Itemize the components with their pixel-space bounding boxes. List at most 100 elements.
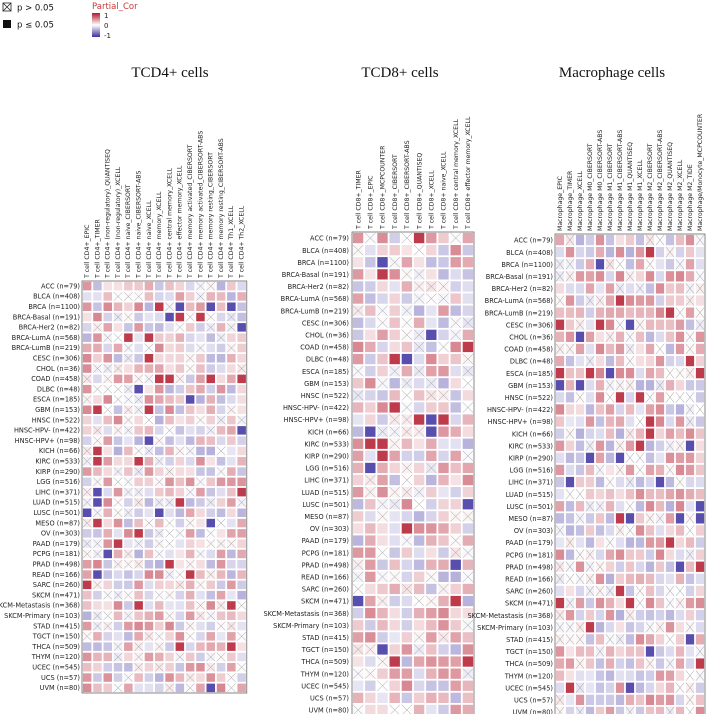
heatmap-cell bbox=[365, 523, 376, 534]
heatmap-cell bbox=[645, 331, 655, 342]
heatmap-cell bbox=[665, 355, 675, 367]
row-label: SKCM-Metastasis (n=368) bbox=[468, 612, 554, 620]
heatmap-cell bbox=[206, 642, 215, 651]
heatmap-cell bbox=[175, 292, 185, 301]
heatmap-cell bbox=[185, 281, 195, 291]
heatmap-cell bbox=[155, 354, 164, 363]
heatmap-cell bbox=[216, 652, 226, 662]
row-label: BRCA-LumA (n=568) bbox=[485, 297, 553, 305]
heatmap-cell bbox=[555, 380, 565, 391]
heatmap-cell bbox=[175, 415, 185, 425]
column-label: T cell CD4+ Th1_XCELL bbox=[228, 205, 235, 279]
row-label: KIRP (n=290) bbox=[509, 455, 553, 463]
heatmap-cell bbox=[615, 319, 625, 331]
heatmap-cell bbox=[82, 487, 92, 497]
heatmap-cell bbox=[665, 634, 675, 645]
heatmap-cell bbox=[144, 302, 154, 311]
column-label: T cell CD8+ naive_XCELL bbox=[441, 151, 448, 230]
heatmap-cell bbox=[695, 537, 705, 548]
heatmap-cell bbox=[401, 632, 413, 643]
heatmap-cell bbox=[635, 331, 645, 342]
heatmap-cell bbox=[124, 457, 133, 466]
column-label: Macrophage_EPIC bbox=[557, 176, 564, 231]
heatmap-cell bbox=[450, 329, 462, 341]
heatmap-cell bbox=[565, 597, 575, 609]
heatmap-cell bbox=[93, 529, 102, 538]
heatmap-cell bbox=[113, 559, 123, 569]
heatmap-cell bbox=[134, 436, 143, 445]
column-label: Macrophage_TIMER bbox=[567, 170, 574, 231]
heatmap-cell bbox=[103, 374, 113, 384]
heatmap-cell bbox=[237, 281, 246, 291]
heatmap-cell bbox=[575, 658, 585, 669]
heatmap-cell bbox=[665, 513, 675, 524]
heatmap-cell bbox=[352, 644, 364, 655]
heatmap-cell bbox=[226, 683, 236, 693]
heatmap-cell bbox=[462, 499, 474, 510]
heatmap-cell bbox=[575, 573, 585, 585]
heatmap-cell bbox=[625, 634, 635, 645]
heatmap-cell bbox=[585, 331, 595, 342]
heatmap-cell bbox=[196, 477, 205, 487]
heatmap-cell bbox=[555, 549, 565, 560]
heatmap-cell bbox=[175, 302, 185, 311]
heatmap-cell bbox=[615, 247, 625, 258]
heatmap-cell bbox=[565, 428, 575, 439]
heatmap-cell bbox=[438, 402, 449, 413]
heatmap-cell bbox=[165, 590, 174, 600]
column-label: T cell CD8+_EPIC bbox=[368, 176, 375, 230]
heatmap-cell bbox=[625, 646, 635, 657]
heatmap-cell bbox=[185, 384, 195, 394]
heatmap-cell bbox=[82, 570, 92, 579]
heatmap-cell bbox=[426, 450, 437, 461]
heatmap-cell bbox=[113, 590, 123, 600]
row-label: GBM (n=153) bbox=[35, 406, 80, 414]
heatmap-cell bbox=[365, 281, 376, 292]
heatmap-cell bbox=[595, 234, 605, 246]
heatmap-cell bbox=[450, 366, 461, 377]
heatmap-cell bbox=[134, 384, 143, 394]
heatmap-cell bbox=[615, 706, 625, 714]
heatmap-cell bbox=[103, 415, 112, 425]
heatmap-cell bbox=[134, 415, 143, 425]
heatmap-cell bbox=[216, 621, 226, 631]
heatmap-cell bbox=[185, 683, 195, 693]
heatmap-cell bbox=[124, 601, 133, 610]
heatmap-cell bbox=[93, 590, 102, 600]
heatmap-cell bbox=[625, 379, 635, 391]
heatmap-cell bbox=[685, 549, 695, 560]
heatmap-cell bbox=[645, 428, 655, 439]
heatmap-cell bbox=[365, 390, 376, 401]
heatmap-cell bbox=[227, 580, 236, 590]
heatmap-cell bbox=[585, 646, 595, 657]
heatmap-cell bbox=[438, 390, 449, 401]
heatmap-cell bbox=[462, 535, 474, 546]
heatmap-cell bbox=[237, 549, 246, 559]
heatmap-cell bbox=[413, 244, 425, 256]
heatmap-cell bbox=[615, 452, 625, 463]
heatmap-cell bbox=[93, 508, 102, 518]
heatmap-cell bbox=[144, 580, 154, 590]
heatmap-cell bbox=[675, 694, 685, 705]
heatmap-cell bbox=[93, 560, 102, 569]
row-label: LUAD (n=515) bbox=[302, 489, 349, 497]
heatmap-cell bbox=[196, 601, 205, 610]
heatmap-cell bbox=[438, 608, 449, 619]
heatmap-cell bbox=[401, 269, 413, 280]
heatmap-cell bbox=[438, 523, 449, 534]
row-label: KIRP (n=290) bbox=[305, 453, 349, 461]
heatmap-cell bbox=[605, 513, 615, 524]
column-label: Macrophage M0_CIBERSORT-ABS bbox=[597, 130, 604, 231]
heatmap-cell bbox=[426, 547, 437, 558]
heatmap-cell bbox=[585, 307, 595, 318]
heatmap-cell bbox=[185, 395, 195, 404]
heatmap-cell bbox=[113, 312, 123, 322]
heatmap-cell bbox=[655, 319, 665, 330]
heatmap-cell bbox=[124, 436, 133, 445]
heatmap-cell bbox=[123, 415, 133, 425]
heatmap-cell bbox=[352, 583, 364, 595]
heatmap-cell bbox=[93, 632, 102, 641]
heatmap-cell bbox=[93, 302, 102, 311]
heatmap-cell bbox=[665, 706, 675, 714]
heatmap-cell bbox=[575, 295, 585, 306]
